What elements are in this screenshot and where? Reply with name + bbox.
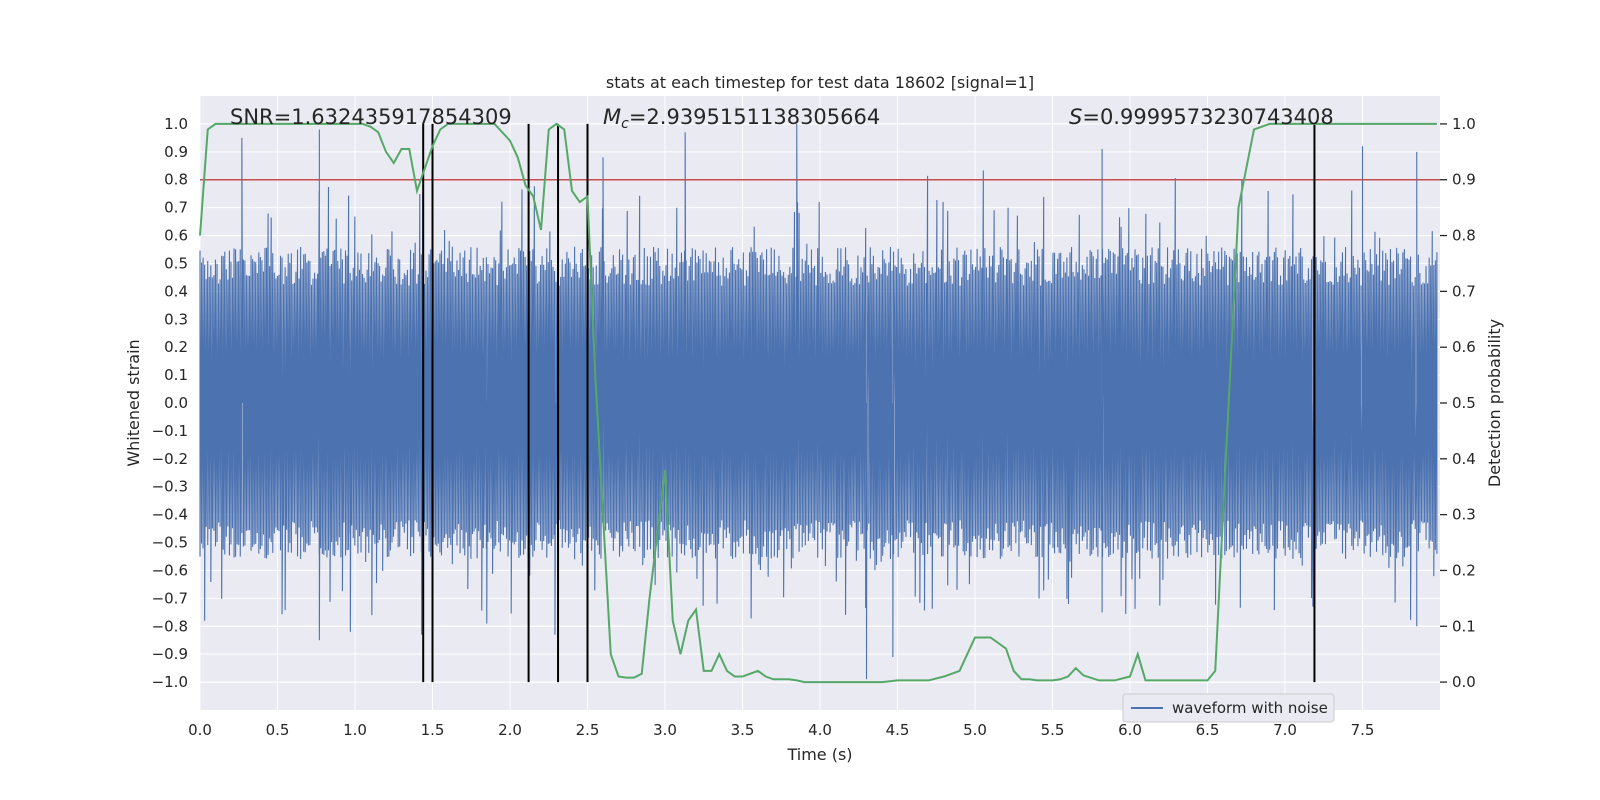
detection-lines xyxy=(422,123,1316,683)
y-tick-label: 0.6 xyxy=(164,227,188,245)
y-tick-label: 0.9 xyxy=(164,143,188,161)
y-tick-label: −0.4 xyxy=(152,506,188,524)
x-tick-label: 2.5 xyxy=(576,721,600,739)
y-right-tick-label: 0.9 xyxy=(1452,171,1476,189)
y-tick-label: 0.4 xyxy=(164,282,188,300)
y-tick-label: −1.0 xyxy=(152,673,188,691)
probability-line xyxy=(199,122,1437,684)
legend-box xyxy=(1122,693,1335,723)
y-right-tick-label: 0.1 xyxy=(1452,617,1476,635)
s-value: =0.9999573230743408 xyxy=(1082,105,1333,129)
chart-title: stats at each timestep for test data 186… xyxy=(606,73,1034,92)
x-tick-label: 3.0 xyxy=(653,721,677,739)
x-tick-label: 7.5 xyxy=(1351,721,1375,739)
y-tick-label: 0.5 xyxy=(164,254,188,272)
y-axis-label: Whitened strain xyxy=(124,339,143,466)
x-axis-ticks: 0.0 0.5 1.0 1.5 2.0 2.5 3.0 3.5 4.0 4.5 5.0 5.5 6.0 6… xyxy=(188,721,1374,739)
x-axis-label: Time (s) xyxy=(786,745,852,764)
x-tick-label: 5.5 xyxy=(1041,721,1065,739)
y-tick-label: 0.8 xyxy=(164,171,188,189)
y-tick-label: 0.3 xyxy=(164,310,188,328)
x-tick-label: 6.5 xyxy=(1196,721,1220,739)
x-tick-label: 0.0 xyxy=(188,721,212,739)
y-tick-label: −0.6 xyxy=(152,561,188,579)
y-tick-label: 0.0 xyxy=(164,394,188,412)
x-tick-label: 4.0 xyxy=(808,721,832,739)
y-right-tick-label: 0.3 xyxy=(1452,506,1476,524)
y-right-tick-label: 0.0 xyxy=(1452,673,1476,691)
x-tick-label: 1.5 xyxy=(421,721,445,739)
y-right-tick-label: 0.4 xyxy=(1452,450,1476,468)
y-right-tick-label: 0.7 xyxy=(1452,282,1476,300)
x-tick-label: 3.5 xyxy=(731,721,755,739)
y-tick-label: −0.9 xyxy=(152,645,188,663)
y-right-tick-label: 0.6 xyxy=(1452,338,1476,356)
y-right-tick-label: 0.5 xyxy=(1452,394,1476,412)
y-tick-label: −0.2 xyxy=(152,450,188,468)
s-annotation: S=0.9999573230743408 xyxy=(1069,105,1334,129)
waveform-line xyxy=(199,123,1438,680)
y-right-tick-label: 1.0 xyxy=(1452,115,1476,133)
x-tick-label: 7.0 xyxy=(1273,721,1297,739)
x-tick-label: 1.0 xyxy=(343,721,367,739)
y-right-axis-label: Detection probability xyxy=(1485,319,1504,487)
y-axis-ticks: 1.0 0.9 0.8 0.7 0.6 0.5 0.4 0.3 0.2 0.1 0.0 −0.1 −0.… xyxy=(152,115,188,691)
mc-subscript: c xyxy=(621,116,629,132)
y-tick-label: −0.8 xyxy=(152,617,188,635)
x-tick-label: 4.5 xyxy=(886,721,910,739)
y-right-axis-ticks: 1.0 0.9 0.8 0.7 0.6 0.5 0.4 0.3 0.2 0.1 0.0 xyxy=(1440,115,1476,691)
legend-label: waveform with noise xyxy=(1172,699,1328,717)
mc-symbol: M xyxy=(603,105,621,129)
x-tick-label: 2.0 xyxy=(498,721,522,739)
x-tick-label: 5.0 xyxy=(963,721,987,739)
x-tick-label: 0.5 xyxy=(266,721,290,739)
legend: waveform with noise xyxy=(1122,693,1335,723)
y-tick-label: −0.1 xyxy=(152,422,188,440)
y-tick-label: 1.0 xyxy=(164,115,188,133)
y-right-tick-label: 0.2 xyxy=(1452,561,1476,579)
x-tick-label: 6.0 xyxy=(1118,721,1142,739)
mc-value: =2.9395151138305664 xyxy=(629,105,880,129)
y-tick-label: −0.5 xyxy=(152,534,188,552)
y-right-tick-label: 0.8 xyxy=(1452,227,1476,245)
waveform-series xyxy=(199,123,1438,680)
mc-annotation: Mc=2.9395151138305664 xyxy=(603,105,880,132)
s-symbol: S xyxy=(1069,105,1082,129)
y-tick-label: −0.7 xyxy=(152,589,188,607)
y-tick-label: 0.7 xyxy=(164,199,188,217)
snr-annotation: SNR=1.632435917854309 xyxy=(230,105,512,129)
y-tick-label: −0.3 xyxy=(152,478,188,496)
probability-series xyxy=(199,122,1437,684)
y-tick-label: 0.2 xyxy=(164,338,188,356)
y-tick-label: 0.1 xyxy=(164,366,188,384)
